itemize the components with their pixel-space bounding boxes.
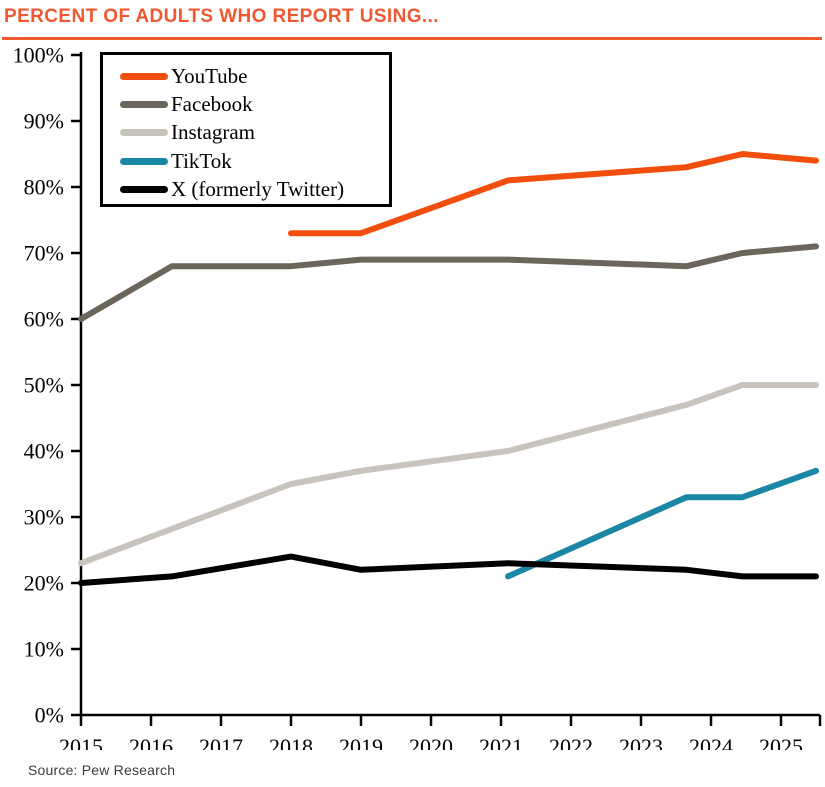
x-tick-label: 2019 <box>339 734 383 750</box>
legend-label-tiktok: TikTok <box>171 148 232 173</box>
x-tick-label: 2015 <box>59 734 103 750</box>
legend-label-instagram: Instagram <box>171 120 255 145</box>
title-underline-rule <box>2 37 822 40</box>
instagram-line-swatch <box>120 129 168 137</box>
y-axis-ticks: 0% 10% 20% 30% 40% 50% 60% 70% 80% 90% 100% <box>13 43 81 728</box>
x-tick-label: 2021 <box>479 734 523 750</box>
series-line-youtube <box>288 151 819 237</box>
y-tick-label: 0% <box>35 703 64 728</box>
y-tick-label: 90% <box>24 109 64 134</box>
series-line-x-formerly-twitter <box>78 553 819 586</box>
x-tick-label: 2023 <box>619 734 663 750</box>
legend-label-youtube: YouTube <box>171 63 248 88</box>
chart-title: PERCENT OF ADULTS WHO REPORT USING... <box>4 6 439 27</box>
y-tick-label: 10% <box>24 637 64 662</box>
legend-item-youtube: YouTube <box>120 62 389 90</box>
source-note: Source: Pew Research <box>28 762 176 778</box>
y-tick-label: 100% <box>13 43 64 68</box>
series-line-tiktok <box>505 467 819 580</box>
legend-label-facebook: Facebook <box>171 92 253 117</box>
x-tick-label: 2020 <box>409 734 453 750</box>
x-tick-label: 2018 <box>269 734 313 750</box>
tiktok-line-swatch <box>120 157 168 165</box>
x-twitter-line-swatch <box>120 186 168 194</box>
x-axis-ticks: 2015 2016 2017 2018 2019 2020 2021 2022 2023 2024… <box>59 715 822 750</box>
series-line-facebook <box>78 243 819 322</box>
x-tick-label: 2017 <box>199 734 243 750</box>
youtube-line-swatch <box>120 72 168 80</box>
y-tick-label: 50% <box>24 373 64 398</box>
legend-label-x-twitter: X (formerly Twitter) <box>171 177 345 202</box>
series-line-instagram <box>78 382 819 567</box>
y-tick-label: 40% <box>24 439 64 464</box>
legend-item-facebook: Facebook <box>120 90 389 118</box>
y-tick-label: 20% <box>24 571 64 596</box>
y-tick-label: 80% <box>24 175 64 200</box>
y-tick-label: 30% <box>24 505 64 530</box>
x-tick-label: 2022 <box>549 734 593 750</box>
x-tick-label: 2025 <box>759 734 803 750</box>
legend-item-x-twitter: X (formerly Twitter) <box>120 176 389 204</box>
legend-item-instagram: Instagram <box>120 119 389 147</box>
legend-item-tiktok: TikTok <box>120 147 389 175</box>
y-tick-label: 60% <box>24 307 64 332</box>
x-tick-label: 2016 <box>129 734 173 750</box>
legend-box: YouTube Facebook Instagram TikTok X (for… <box>100 52 392 207</box>
y-tick-label: 70% <box>24 241 64 266</box>
line-chart-canvas: 0%10%20%30%40%50%60%70%80%90%100%2015 201… <box>13 43 822 750</box>
facebook-line-swatch <box>120 101 168 109</box>
x-tick-label: 2024 <box>689 734 733 750</box>
